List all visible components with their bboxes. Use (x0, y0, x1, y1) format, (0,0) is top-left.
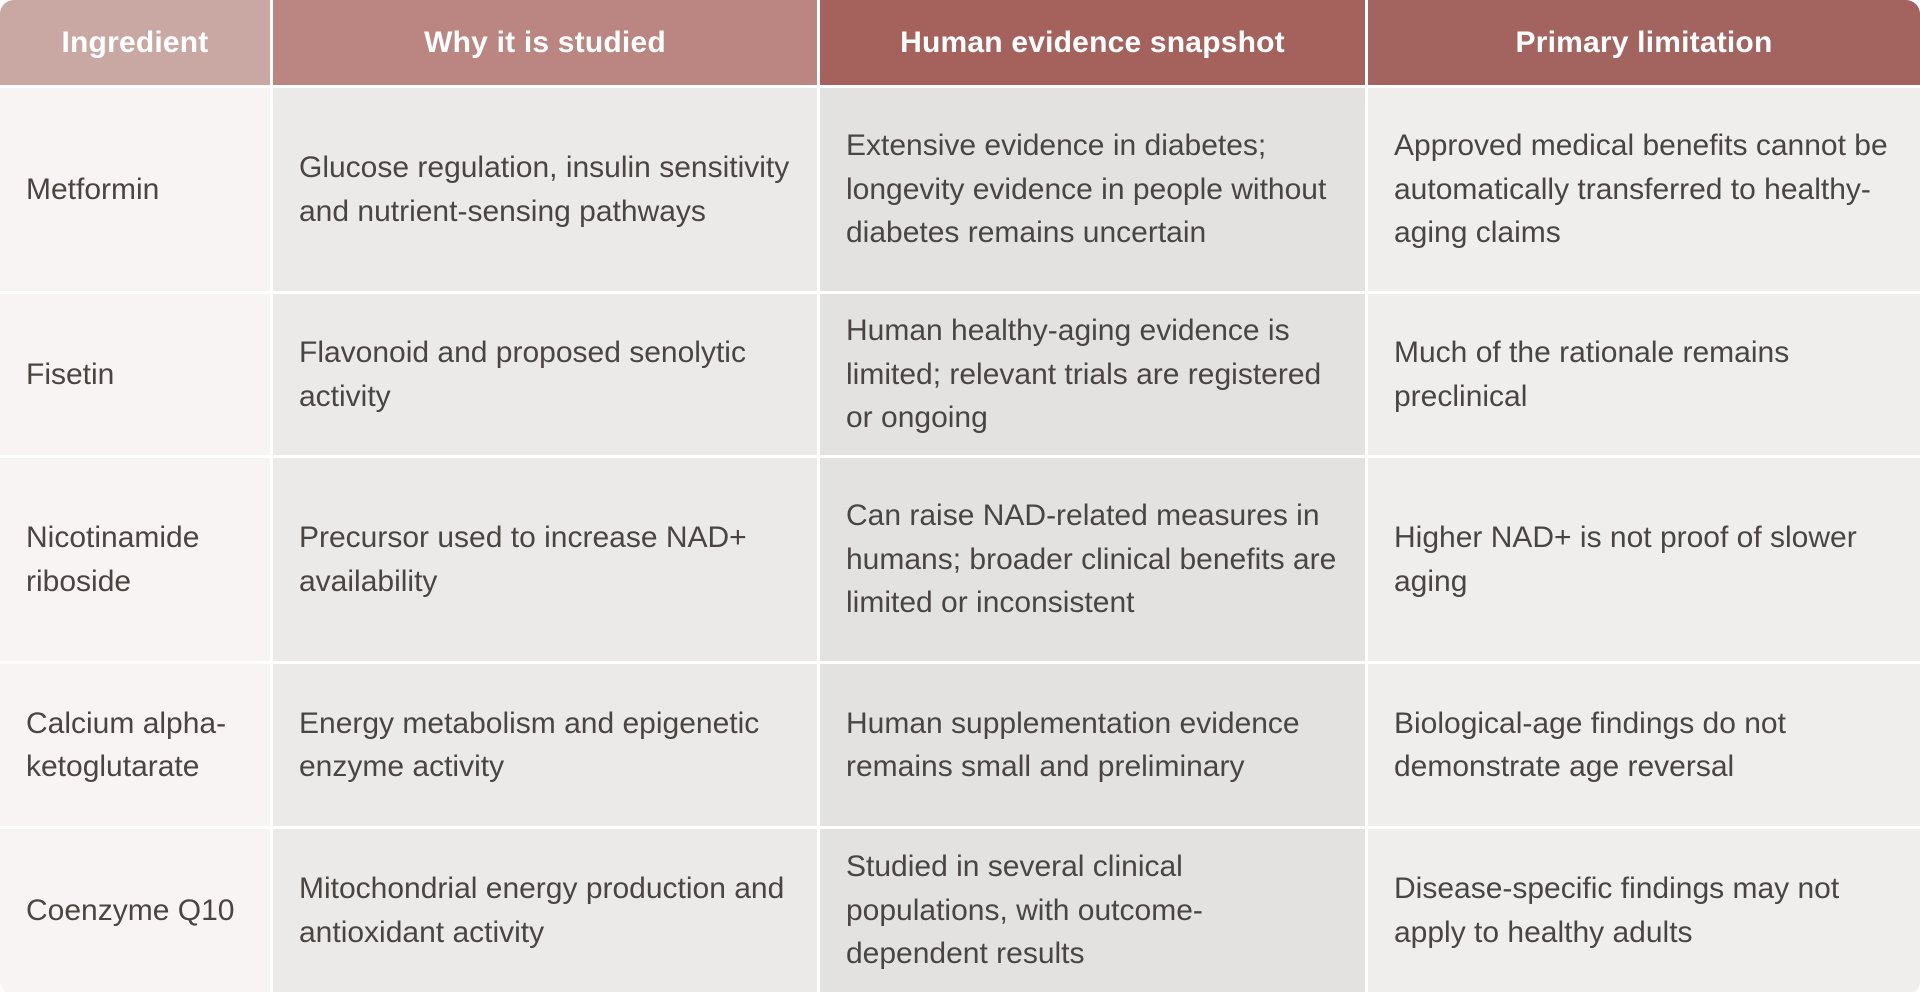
cell-ingredient: Fisetin (0, 294, 273, 458)
cell-human-evidence: Human supplementation evidence remains s… (820, 664, 1368, 829)
header-human-evidence: Human evidence snapshot (820, 0, 1368, 88)
cell-ingredient: Metformin (0, 88, 273, 294)
cell-human-evidence: Studied in several clinical populations,… (820, 829, 1368, 995)
cell-ingredient: Coenzyme Q10 (0, 829, 273, 995)
cell-why-studied: Glucose regulation, insulin sensitivity … (273, 88, 820, 294)
cell-primary-limitation: Higher NAD+ is not proof of slower aging (1368, 458, 1920, 664)
cell-primary-limitation: Approved medical benefits cannot be auto… (1368, 88, 1920, 294)
cell-human-evidence: Human healthy-aging evidence is limited;… (820, 294, 1368, 458)
header-primary-limitation: Primary limitation (1368, 0, 1920, 88)
cell-why-studied: Precursor used to increase NAD+ availabi… (273, 458, 820, 664)
cell-human-evidence: Extensive evidence in diabetes; longevit… (820, 88, 1368, 294)
cell-human-evidence: Can raise NAD-related measures in humans… (820, 458, 1368, 664)
cell-why-studied: Energy metabolism and epigenetic enzyme … (273, 664, 820, 829)
cell-why-studied: Flavonoid and proposed senolytic activit… (273, 294, 820, 458)
cell-primary-limitation: Biological-age findings do not demonstra… (1368, 664, 1920, 829)
cell-why-studied: Mitochondrial energy production and anti… (273, 829, 820, 995)
cell-primary-limitation: Disease-specific findings may not apply … (1368, 829, 1920, 995)
header-why-studied: Why it is studied (273, 0, 820, 88)
header-ingredient: Ingredient (0, 0, 273, 88)
cell-primary-limitation: Much of the rationale remains preclinica… (1368, 294, 1920, 458)
cell-ingredient: Nicotinamide riboside (0, 458, 273, 664)
cell-ingredient: Calcium alpha-ketoglutarate (0, 664, 273, 829)
